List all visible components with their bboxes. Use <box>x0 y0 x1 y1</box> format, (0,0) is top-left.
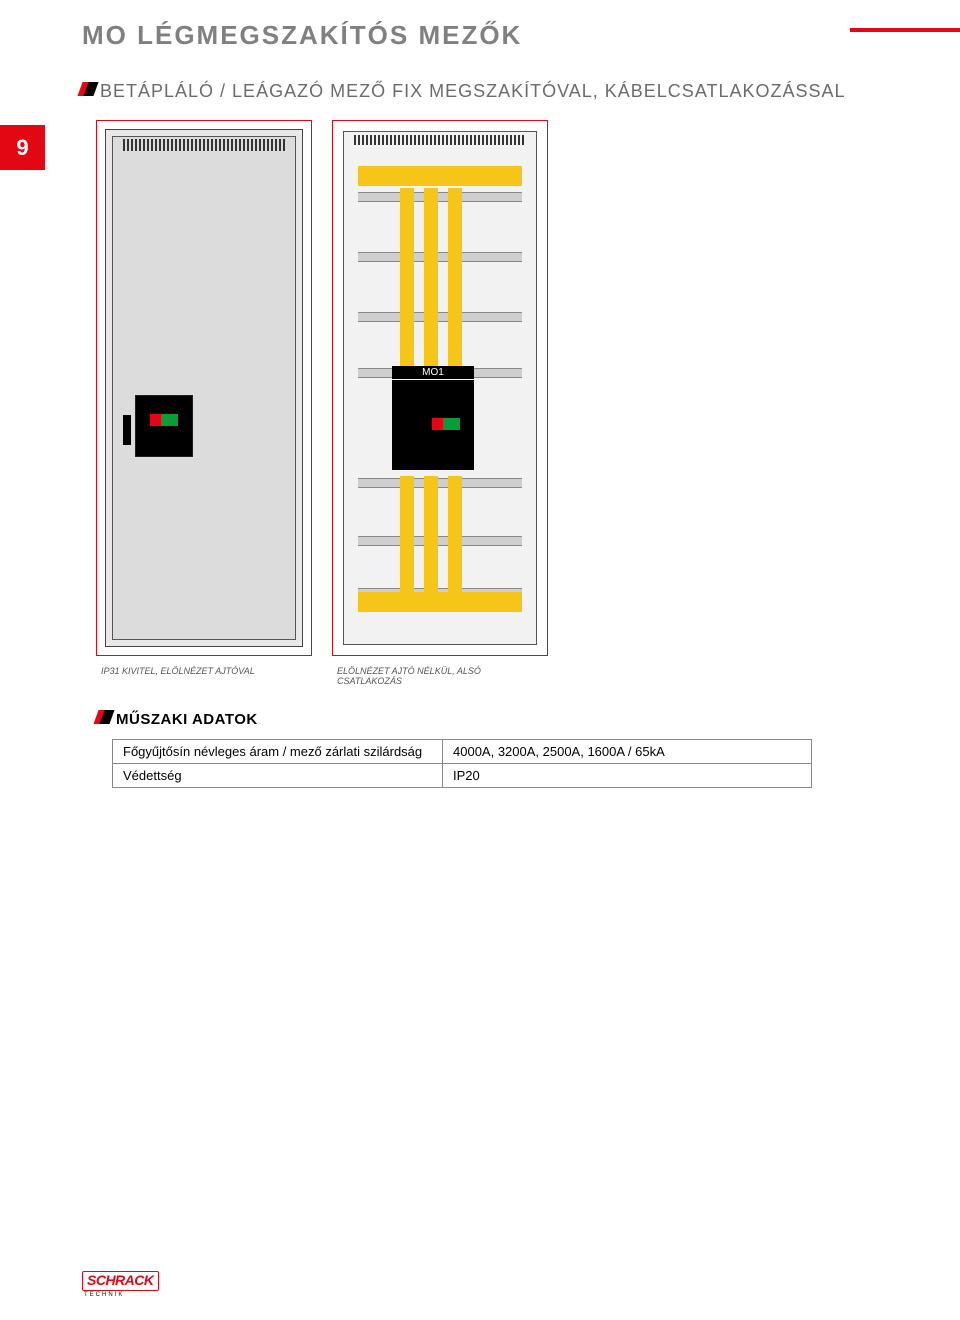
brand-subline: TECHNIK <box>84 1292 162 1298</box>
busbar-bottom <box>358 592 522 612</box>
bullet-slashes <box>96 710 108 729</box>
brand-name: SCHRACK <box>87 1272 154 1288</box>
table-row: VédettségIP20 <box>113 764 812 788</box>
bullet-slashes <box>80 82 92 101</box>
breaker-indicator-icon <box>150 414 178 426</box>
busbar-vertical <box>448 476 462 592</box>
page-number-tab: 9 <box>0 125 45 170</box>
louvers-icon <box>123 139 285 151</box>
subtitle: BETÁPLÁLÓ / LEÁGAZÓ MEZŐ FIX MEGSZAKÍTÓV… <box>100 81 846 102</box>
top-accent-bar <box>850 28 960 32</box>
specs-section-title: MŰSZAKI ADATOK <box>116 711 258 728</box>
specs-table: Főgyűjtősín névleges áram / mező zárlati… <box>112 739 812 788</box>
breaker-indicator-icon <box>432 418 460 430</box>
diagram-open-cabinet: MO1 <box>332 120 548 656</box>
breaker-label: MO1 <box>392 366 474 379</box>
brand-logo: SCHRACK TECHNIK <box>82 1271 162 1298</box>
diagram-caption-left: IP31 KIVITEL, ELÖLNÉZET AJTÓVAL <box>101 666 312 676</box>
specs-title-row: MŰSZAKI ADATOK <box>96 710 920 729</box>
busbar-top <box>358 166 522 186</box>
table-row: Főgyűjtősín névleges áram / mező zárlati… <box>113 740 812 764</box>
spec-value: 4000A, 3200A, 2500A, 1600A / 65kA <box>443 740 812 764</box>
separator <box>358 312 522 322</box>
spec-label: Védettség <box>113 764 443 788</box>
circuit-breaker <box>392 380 474 470</box>
separator <box>358 478 522 488</box>
louvers-icon <box>354 135 526 145</box>
busbar-vertical <box>424 476 438 592</box>
page-title: MO LÉGMEGSZAKÍTÓS MEZŐK <box>82 20 920 51</box>
diagram-row: MO1 <box>96 120 920 656</box>
spec-label: Főgyűjtősín névleges áram / mező zárlati… <box>113 740 443 764</box>
busbar-vertical <box>400 188 414 372</box>
diagram-closed-cabinet <box>96 120 312 656</box>
circuit-breaker <box>135 395 193 457</box>
breaker-handle <box>123 415 131 445</box>
busbar-vertical <box>424 188 438 372</box>
separator <box>358 252 522 262</box>
caption-row: IP31 KIVITEL, ELÖLNÉZET AJTÓVAL ELÖLNÉZE… <box>96 660 920 686</box>
diagram-caption-right: ELÖLNÉZET AJTÓ NÉLKÜL, ALSÓ CSATLAKOZÁS <box>337 666 548 686</box>
subtitle-row: BETÁPLÁLÓ / LEÁGAZÓ MEZŐ FIX MEGSZAKÍTÓV… <box>80 81 920 102</box>
busbar-vertical <box>400 476 414 592</box>
spec-value: IP20 <box>443 764 812 788</box>
separator <box>358 192 522 202</box>
busbar-vertical <box>448 188 462 372</box>
separator <box>358 536 522 546</box>
